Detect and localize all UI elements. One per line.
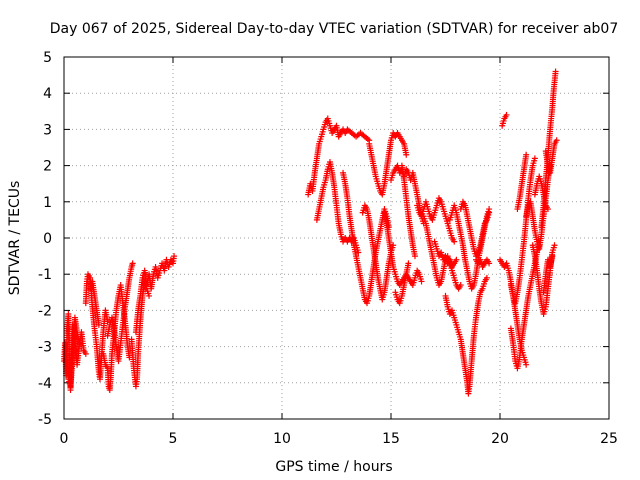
y-tick-label: 1 xyxy=(43,195,52,211)
y-tick-label: 4 xyxy=(43,86,52,102)
data-point xyxy=(82,350,89,357)
data-points xyxy=(61,68,560,397)
data-point xyxy=(531,155,538,162)
x-tick-label: 5 xyxy=(169,431,178,447)
data-point xyxy=(453,256,460,263)
data-point xyxy=(523,151,530,158)
y-tick-label: 2 xyxy=(43,159,52,175)
y-tick-label: -5 xyxy=(38,412,52,428)
data-point xyxy=(549,253,556,260)
x-tick-label: 20 xyxy=(491,431,509,447)
y-tick-label: -1 xyxy=(38,267,52,283)
data-point xyxy=(544,206,551,213)
data-point xyxy=(95,321,102,328)
y-axis-label: SDTVAR / TECUs xyxy=(7,181,23,296)
data-point xyxy=(390,242,397,249)
data-point xyxy=(129,260,136,267)
plot-frame xyxy=(63,56,610,420)
data-point xyxy=(523,361,530,368)
data-point xyxy=(483,274,490,281)
data-point xyxy=(451,238,458,245)
y-tick-label: -2 xyxy=(38,303,52,319)
data-point xyxy=(403,151,410,158)
data-point xyxy=(171,253,178,260)
data-point xyxy=(503,111,510,118)
x-tick-label: 0 xyxy=(60,431,69,447)
data-point xyxy=(553,137,560,144)
data-point xyxy=(486,209,493,216)
y-tick-label: -4 xyxy=(38,376,52,392)
y-tick-label: 0 xyxy=(43,231,52,247)
chart-title: Day 067 of 2025, Sidereal Day-to-day VTE… xyxy=(50,21,619,37)
x-tick-label: 25 xyxy=(600,431,618,447)
data-point xyxy=(76,339,83,346)
data-point xyxy=(104,318,111,325)
x-tick-label: 15 xyxy=(382,431,400,447)
data-point xyxy=(411,253,418,260)
data-point xyxy=(551,242,558,249)
data-point xyxy=(146,292,153,299)
axis-ticks: 0 5 10 15 20 25 -5 -4 -3 -2 -1 0 1 2 3 4 5 xyxy=(38,50,618,447)
data-point xyxy=(418,278,425,285)
data-point xyxy=(552,68,559,75)
y-tick-label: 5 xyxy=(43,50,52,66)
y-tick-label: -3 xyxy=(38,340,52,356)
x-axis-label: GPS time / hours xyxy=(275,459,392,475)
y-tick-label: 3 xyxy=(43,122,52,138)
data-point xyxy=(405,260,412,267)
data-point xyxy=(457,282,464,289)
x-tick-label: 10 xyxy=(273,431,291,447)
data-point xyxy=(486,260,493,267)
